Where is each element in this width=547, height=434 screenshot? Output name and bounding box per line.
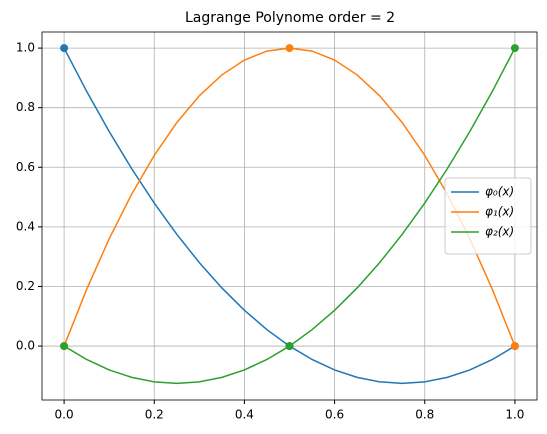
legend-label: φ₀(x) (485, 185, 514, 199)
x-tick-label: 0.8 (415, 408, 434, 422)
node-marker (510, 342, 519, 351)
y-tick-label: 1.0 (16, 41, 35, 55)
legend-box (444, 177, 532, 255)
y-tick-label: 0.8 (16, 100, 35, 114)
y-tick-label: 0.6 (16, 160, 35, 174)
x-tick-label: 0.4 (235, 408, 254, 422)
y-tick-label: 0.0 (16, 339, 35, 353)
legend-label: φ₂(x) (485, 225, 514, 239)
x-tick-label: 0.6 (325, 408, 344, 422)
plot-frame (41, 31, 538, 401)
y-tick-label: 0.2 (16, 279, 35, 293)
node-marker (285, 44, 294, 53)
x-tick-label: 1.0 (505, 408, 524, 422)
legend: φ₀(x) φ₁(x) φ₂(x) (444, 177, 532, 255)
x-tick-label: 0.0 (55, 408, 74, 422)
node-marker (510, 44, 519, 53)
node-marker (285, 342, 294, 351)
node-marker (60, 342, 69, 351)
y-tick-label: 0.4 (16, 219, 35, 233)
legend-label: φ₁(x) (485, 205, 514, 219)
node-marker (60, 44, 69, 53)
chart-title: Lagrange Polynome order = 2 (185, 10, 395, 26)
x-tick-label: 0.2 (145, 408, 164, 422)
